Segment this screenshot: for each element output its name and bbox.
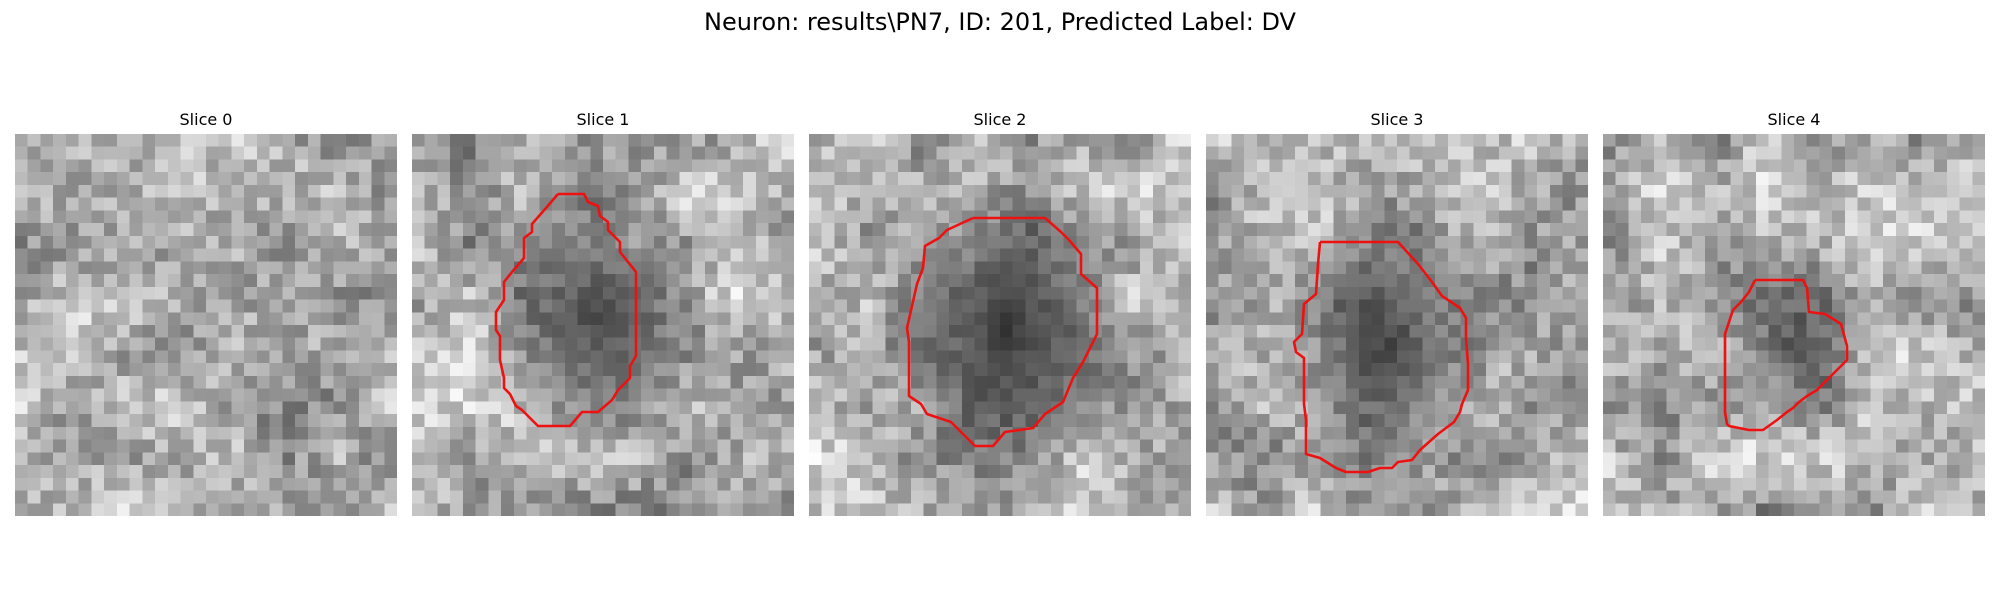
segmentation-contour	[1292, 240, 1470, 474]
slice-image-0	[15, 134, 397, 516]
slice-title-1: Slice 1	[576, 110, 630, 129]
slice-title-4: Slice 4	[1767, 110, 1821, 129]
slice-image-1	[412, 134, 794, 516]
segmentation-contour	[905, 216, 1099, 448]
figure-title: Neuron: results\PN7, ID: 201, Predicted …	[704, 8, 1296, 36]
pixel-grid	[15, 134, 397, 516]
segmentation-contour	[494, 192, 638, 428]
slice-title-2: Slice 2	[973, 110, 1027, 129]
slice-image-4	[1603, 134, 1985, 516]
pixel-grid	[1206, 134, 1588, 516]
slice-title-3: Slice 3	[1370, 110, 1424, 129]
slice-title-0: Slice 0	[179, 110, 233, 129]
pixel-grid	[412, 134, 794, 516]
slice-image-2	[809, 134, 1191, 516]
pixel-grid	[809, 134, 1191, 516]
slice-image-3	[1206, 134, 1588, 516]
segmentation-contour	[1723, 278, 1849, 432]
pixel-grid	[1603, 134, 1985, 516]
